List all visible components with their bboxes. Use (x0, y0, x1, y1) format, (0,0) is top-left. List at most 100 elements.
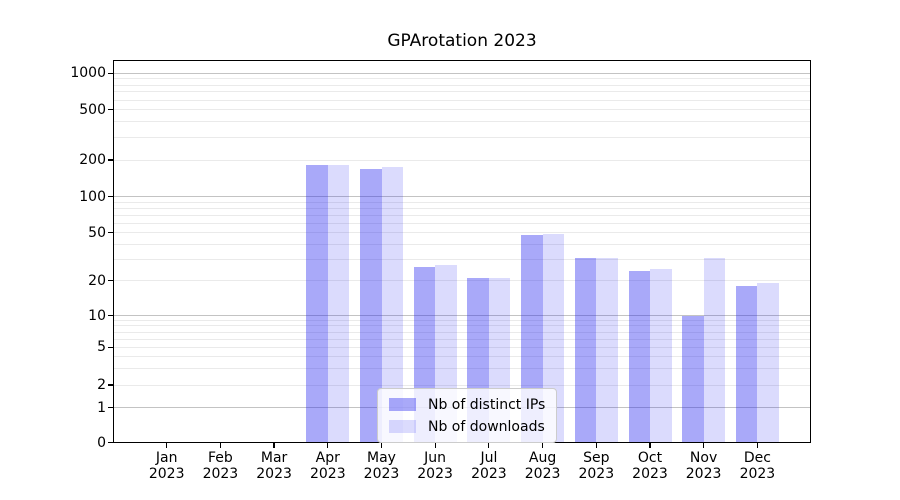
gridline-minor (113, 99, 811, 101)
y-tick-mark (108, 232, 113, 234)
x-tick-label: Feb 2023 (188, 450, 252, 482)
gridline-minor (113, 214, 811, 216)
gridline-minor (113, 331, 811, 333)
plot-area (113, 60, 811, 443)
gridline-minor (113, 109, 811, 110)
bar-downloads (703, 257, 726, 443)
legend: Nb of distinct IPs Nb of downloads (377, 388, 558, 443)
gridline-minor (113, 338, 811, 340)
x-tick-label-line: 2023 (417, 466, 453, 482)
legend-item: Nb of downloads (389, 417, 545, 436)
gridline-minor (113, 91, 811, 93)
gridline-major (113, 72, 811, 74)
x-tick-label-line: Dec (743, 450, 771, 466)
bar-downloads (757, 283, 779, 443)
bar-distinct-ips (628, 271, 650, 443)
x-tick-label-line: 2023 (685, 466, 722, 482)
y-tick-label: 200 (79, 152, 106, 168)
gridline-minor (113, 325, 811, 327)
bar-downloads (327, 164, 350, 443)
x-tick-label-line: Jul (480, 450, 498, 466)
y-tick-label: 10 (88, 307, 106, 324)
x-tick-mark (703, 443, 705, 448)
y-tick-label: 500 (79, 101, 106, 118)
gridline-minor (113, 78, 811, 80)
x-tick-mark (756, 443, 758, 448)
x-tick-label: Oct 2023 (618, 450, 682, 482)
y-tick-mark (108, 108, 113, 111)
x-tick-mark (434, 443, 436, 448)
legend-item: Nb of distinct IPs (389, 395, 545, 414)
x-tick-label-line: Jun (424, 450, 447, 466)
y-tick-label: 5 (97, 339, 106, 356)
x-tick-label: Mar 2023 (242, 450, 306, 482)
x-tick-label-line: 2023 (578, 466, 615, 482)
gridline-minor (113, 137, 811, 139)
x-tick-mark (488, 443, 490, 448)
x-tick-label: Dec 2023 (725, 450, 789, 482)
y-tick-label: 2 (97, 377, 106, 393)
gridline-minor (113, 159, 811, 161)
gridline-minor (113, 84, 811, 86)
x-tick-label-line: Jan (155, 450, 178, 466)
x-tick-label-line: 2023 (202, 466, 239, 482)
x-tick-label: May 2023 (350, 450, 414, 482)
y-tick-label: 0 (97, 434, 106, 451)
bar-distinct-ips (735, 286, 758, 443)
gridline-minor (113, 259, 811, 260)
legend-item-label: Nb of downloads (428, 418, 545, 435)
x-tick-label: Nov 2023 (672, 450, 736, 482)
chart-title: GPArotation 2023 (387, 31, 537, 51)
bar-downloads (650, 269, 672, 443)
x-tick-label-line: 2023 (148, 466, 185, 482)
y-tick-mark (108, 407, 113, 409)
y-tick-mark (108, 159, 113, 161)
y-tick-mark (108, 280, 113, 282)
y-tick-mark (108, 72, 113, 74)
x-tick-label-line: May (367, 450, 396, 466)
gridline-minor (113, 320, 811, 321)
x-tick-mark (327, 443, 329, 448)
gridline-minor (113, 384, 811, 386)
legend-swatch-icon (389, 420, 416, 433)
y-tick-mark (108, 196, 113, 198)
y-tick-label: 1000 (70, 65, 106, 82)
x-tick-mark (649, 443, 651, 448)
x-tick-mark (595, 443, 597, 448)
x-tick-mark (380, 443, 383, 448)
x-tick-label-line: Aug (528, 450, 557, 466)
x-tick-label: Jul 2023 (457, 450, 521, 482)
bar-distinct-ips (682, 315, 704, 443)
x-tick-label-line: 2023 (632, 466, 668, 482)
y-tick-mark (108, 315, 113, 317)
gridline-minor (113, 232, 811, 234)
x-tick-label: Apr 2023 (296, 450, 360, 482)
bar-downloads (596, 257, 618, 443)
x-tick-mark (542, 443, 544, 448)
x-tick-label: Aug 2023 (511, 450, 575, 482)
gridline-minor (113, 222, 811, 224)
x-tick-label: Sep 2023 (564, 450, 628, 482)
y-tick-label: 1 (97, 399, 106, 416)
y-tick-label: 100 (79, 188, 106, 205)
x-tick-label-line: 2023 (471, 466, 507, 482)
x-tick-label-line: Nov (689, 450, 718, 466)
x-tick-label-line: Sep (583, 450, 610, 466)
bar-downloads (381, 166, 403, 443)
gridline-major (113, 315, 811, 317)
gridline-minor (113, 201, 811, 203)
bar-distinct-ips (574, 257, 597, 443)
gridline-minor (113, 356, 811, 358)
gridline-minor (113, 367, 811, 369)
y-tick-label: 50 (88, 224, 106, 241)
x-tick-label-line: Apr (315, 450, 340, 466)
x-tick-label-line: 2023 (739, 466, 776, 482)
x-tick-mark (219, 443, 221, 448)
x-tick-label-line: 2023 (256, 466, 292, 482)
y-tick-mark (108, 346, 113, 348)
x-tick-label-line: Oct (637, 450, 663, 466)
x-tick-mark (166, 443, 168, 448)
x-tick-label-line: 2023 (309, 466, 346, 482)
legend-swatch-icon (389, 398, 416, 411)
